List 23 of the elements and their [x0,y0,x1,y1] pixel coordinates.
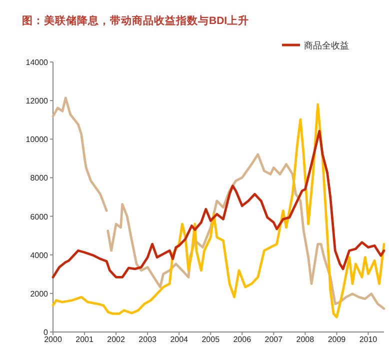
y-tick-label: 6000 [30,212,49,222]
y-tick-label: 4000 [30,250,49,260]
x-tick-label: 2008 [296,335,315,344]
chart-title: 图：美联储降息，带动商品收益指数与BDI上升 [22,14,250,27]
x-tick-label: 2005 [202,335,220,344]
y-tick-label: 2000 [30,289,49,298]
x-tick-label: 2000 [44,335,62,344]
y-tick-label: 8000 [30,174,49,183]
y-tick-label: 0 [44,328,49,337]
x-tick-label: 2009 [328,335,346,344]
legend: 商品全收益 [282,40,349,50]
x-tick-label: 2006 [233,335,252,344]
y-tick-label: 14000 [26,58,49,67]
line-series [52,130,386,278]
y-tick-label: 12000 [26,96,49,106]
x-tick-label: 2002 [107,335,126,344]
x-tick-label: 2004 [170,335,189,344]
y-tick-label: 10000 [26,135,49,144]
x-tick-label: 2010 [359,335,378,344]
x-tick-label: 2001 [76,335,94,344]
x-tick-label: 2003 [138,335,158,344]
x-tick-label: 2007 [264,335,284,344]
legend-label: 商品全收益 [304,40,349,50]
